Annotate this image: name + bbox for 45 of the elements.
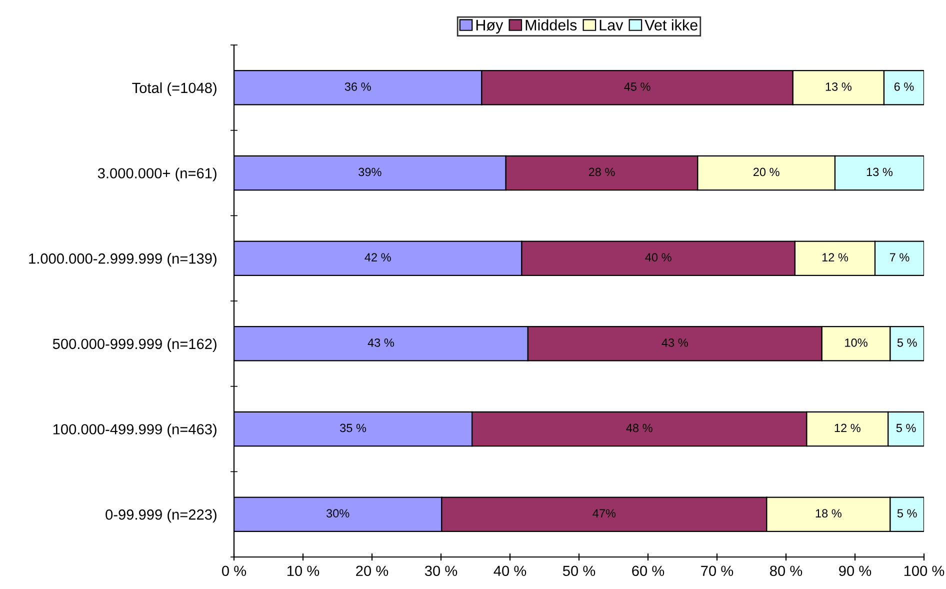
data-label: 18 %: [816, 509, 842, 518]
y-tick-label: 100.000-499.999 (n=463): [53, 424, 216, 438]
x-tick-label: 60 %: [632, 566, 664, 576]
data-label: 12 %: [822, 253, 848, 262]
x-tick-label: 20 %: [356, 566, 388, 576]
data-label: 5 %: [897, 338, 917, 347]
legend-label: Høy: [476, 20, 504, 34]
data-label: 43 %: [662, 338, 688, 347]
data-label: 6 %: [894, 82, 914, 91]
data-label: 47%: [592, 509, 616, 518]
data-label: 13 %: [826, 82, 852, 91]
data-label: 42 %: [364, 253, 391, 262]
x-tick-label: 30 %: [424, 566, 458, 576]
x-tick-label: 100 %: [904, 566, 944, 576]
y-tick-label: 3.000.000+ (n=61): [98, 168, 216, 182]
data-label: 30%: [326, 509, 350, 518]
data-label: 13 %: [866, 168, 893, 176]
x-tick-label: 90 %: [839, 566, 872, 576]
data-label: 39%: [358, 168, 382, 176]
data-label: 35 %: [340, 424, 366, 432]
y-tick-label: Total (=1048): [132, 82, 216, 96]
x-tick-label: 50 %: [562, 566, 596, 576]
legend-label: Vet ikke: [644, 19, 698, 31]
x-tick-label: 0 %: [222, 566, 246, 576]
data-label: 10%: [845, 338, 868, 347]
data-label: 48 %: [626, 424, 652, 432]
x-tick-label: 80 %: [770, 566, 802, 576]
data-label: 28 %: [588, 168, 615, 176]
data-label: 5 %: [897, 509, 917, 518]
y-tick-label: 500.000-999.999 (n=162): [52, 338, 216, 352]
y-tick-label: 0-99.999 (n=223): [106, 509, 216, 523]
data-label: 36 %: [344, 82, 371, 91]
data-label: 5 %: [896, 424, 916, 432]
data-label: 12 %: [834, 424, 860, 432]
data-label: 40 %: [645, 253, 672, 262]
data-label: 45 %: [624, 82, 650, 91]
legend-label: Middels: [526, 19, 577, 31]
x-tick-label: 40 %: [494, 566, 526, 576]
x-tick-label: 70 %: [701, 566, 734, 576]
x-tick-label: 10 %: [287, 566, 320, 576]
data-label: 20 %: [753, 168, 780, 176]
data-label: 7 %: [890, 253, 910, 262]
data-label: 43 %: [368, 338, 394, 347]
y-tick-label: 1.000.000-2.999.999 (n=139): [29, 253, 216, 267]
legend-label: Lav: [600, 20, 624, 31]
